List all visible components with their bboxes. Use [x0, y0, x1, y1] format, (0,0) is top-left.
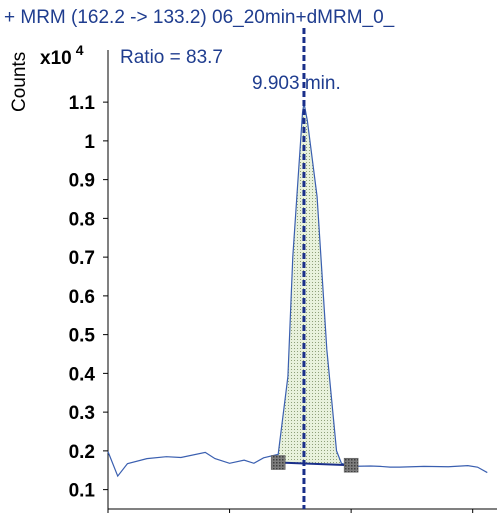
- integration-baseline: [278, 461, 352, 467]
- trace-line: [107, 102, 488, 478]
- x-axis-ticks: [107, 509, 474, 513]
- y-axis-ticks: 0.1 0.2 0.3 0.4 0.5 0.6 0.7 0.8 0.9 1 1.1: [69, 93, 108, 502]
- y-tick-label: 0.7: [69, 248, 95, 269]
- y-axis-label: Counts: [9, 52, 30, 112]
- y-tick-label: 1.1: [69, 93, 96, 114]
- y-multiplier-base: x10: [40, 48, 72, 69]
- y-tick-label: 0.2: [69, 442, 95, 463]
- trace: [107, 102, 488, 478]
- peak-rt-label: 9.903 min.: [252, 73, 341, 94]
- y-multiplier: x10 4: [40, 42, 84, 69]
- peak-fill: [278, 102, 352, 467]
- y-tick-label: 0.9: [69, 171, 95, 192]
- ratio-label: Ratio = 83.7: [120, 47, 223, 68]
- peak-fill-area: [278, 102, 352, 467]
- integration-end-marker: [343, 457, 359, 473]
- chart-title: + MRM (162.2 -> 133.2) 06_20min+dMRM_0_: [4, 7, 395, 28]
- y-tick-label: 0.6: [69, 287, 95, 308]
- y-tick-label: 1: [84, 132, 95, 153]
- y-tick-label: 0.5: [69, 326, 96, 347]
- peak-markers: [270, 28, 359, 509]
- y-tick-label: 0.1: [69, 481, 96, 502]
- y-tick-label: 0.8: [69, 209, 95, 230]
- integration-start-marker: [270, 455, 286, 470]
- y-tick-label: 0.4: [69, 364, 96, 385]
- y-multiplier-exponent: 4: [76, 42, 84, 58]
- y-tick-label: 0.3: [69, 403, 95, 424]
